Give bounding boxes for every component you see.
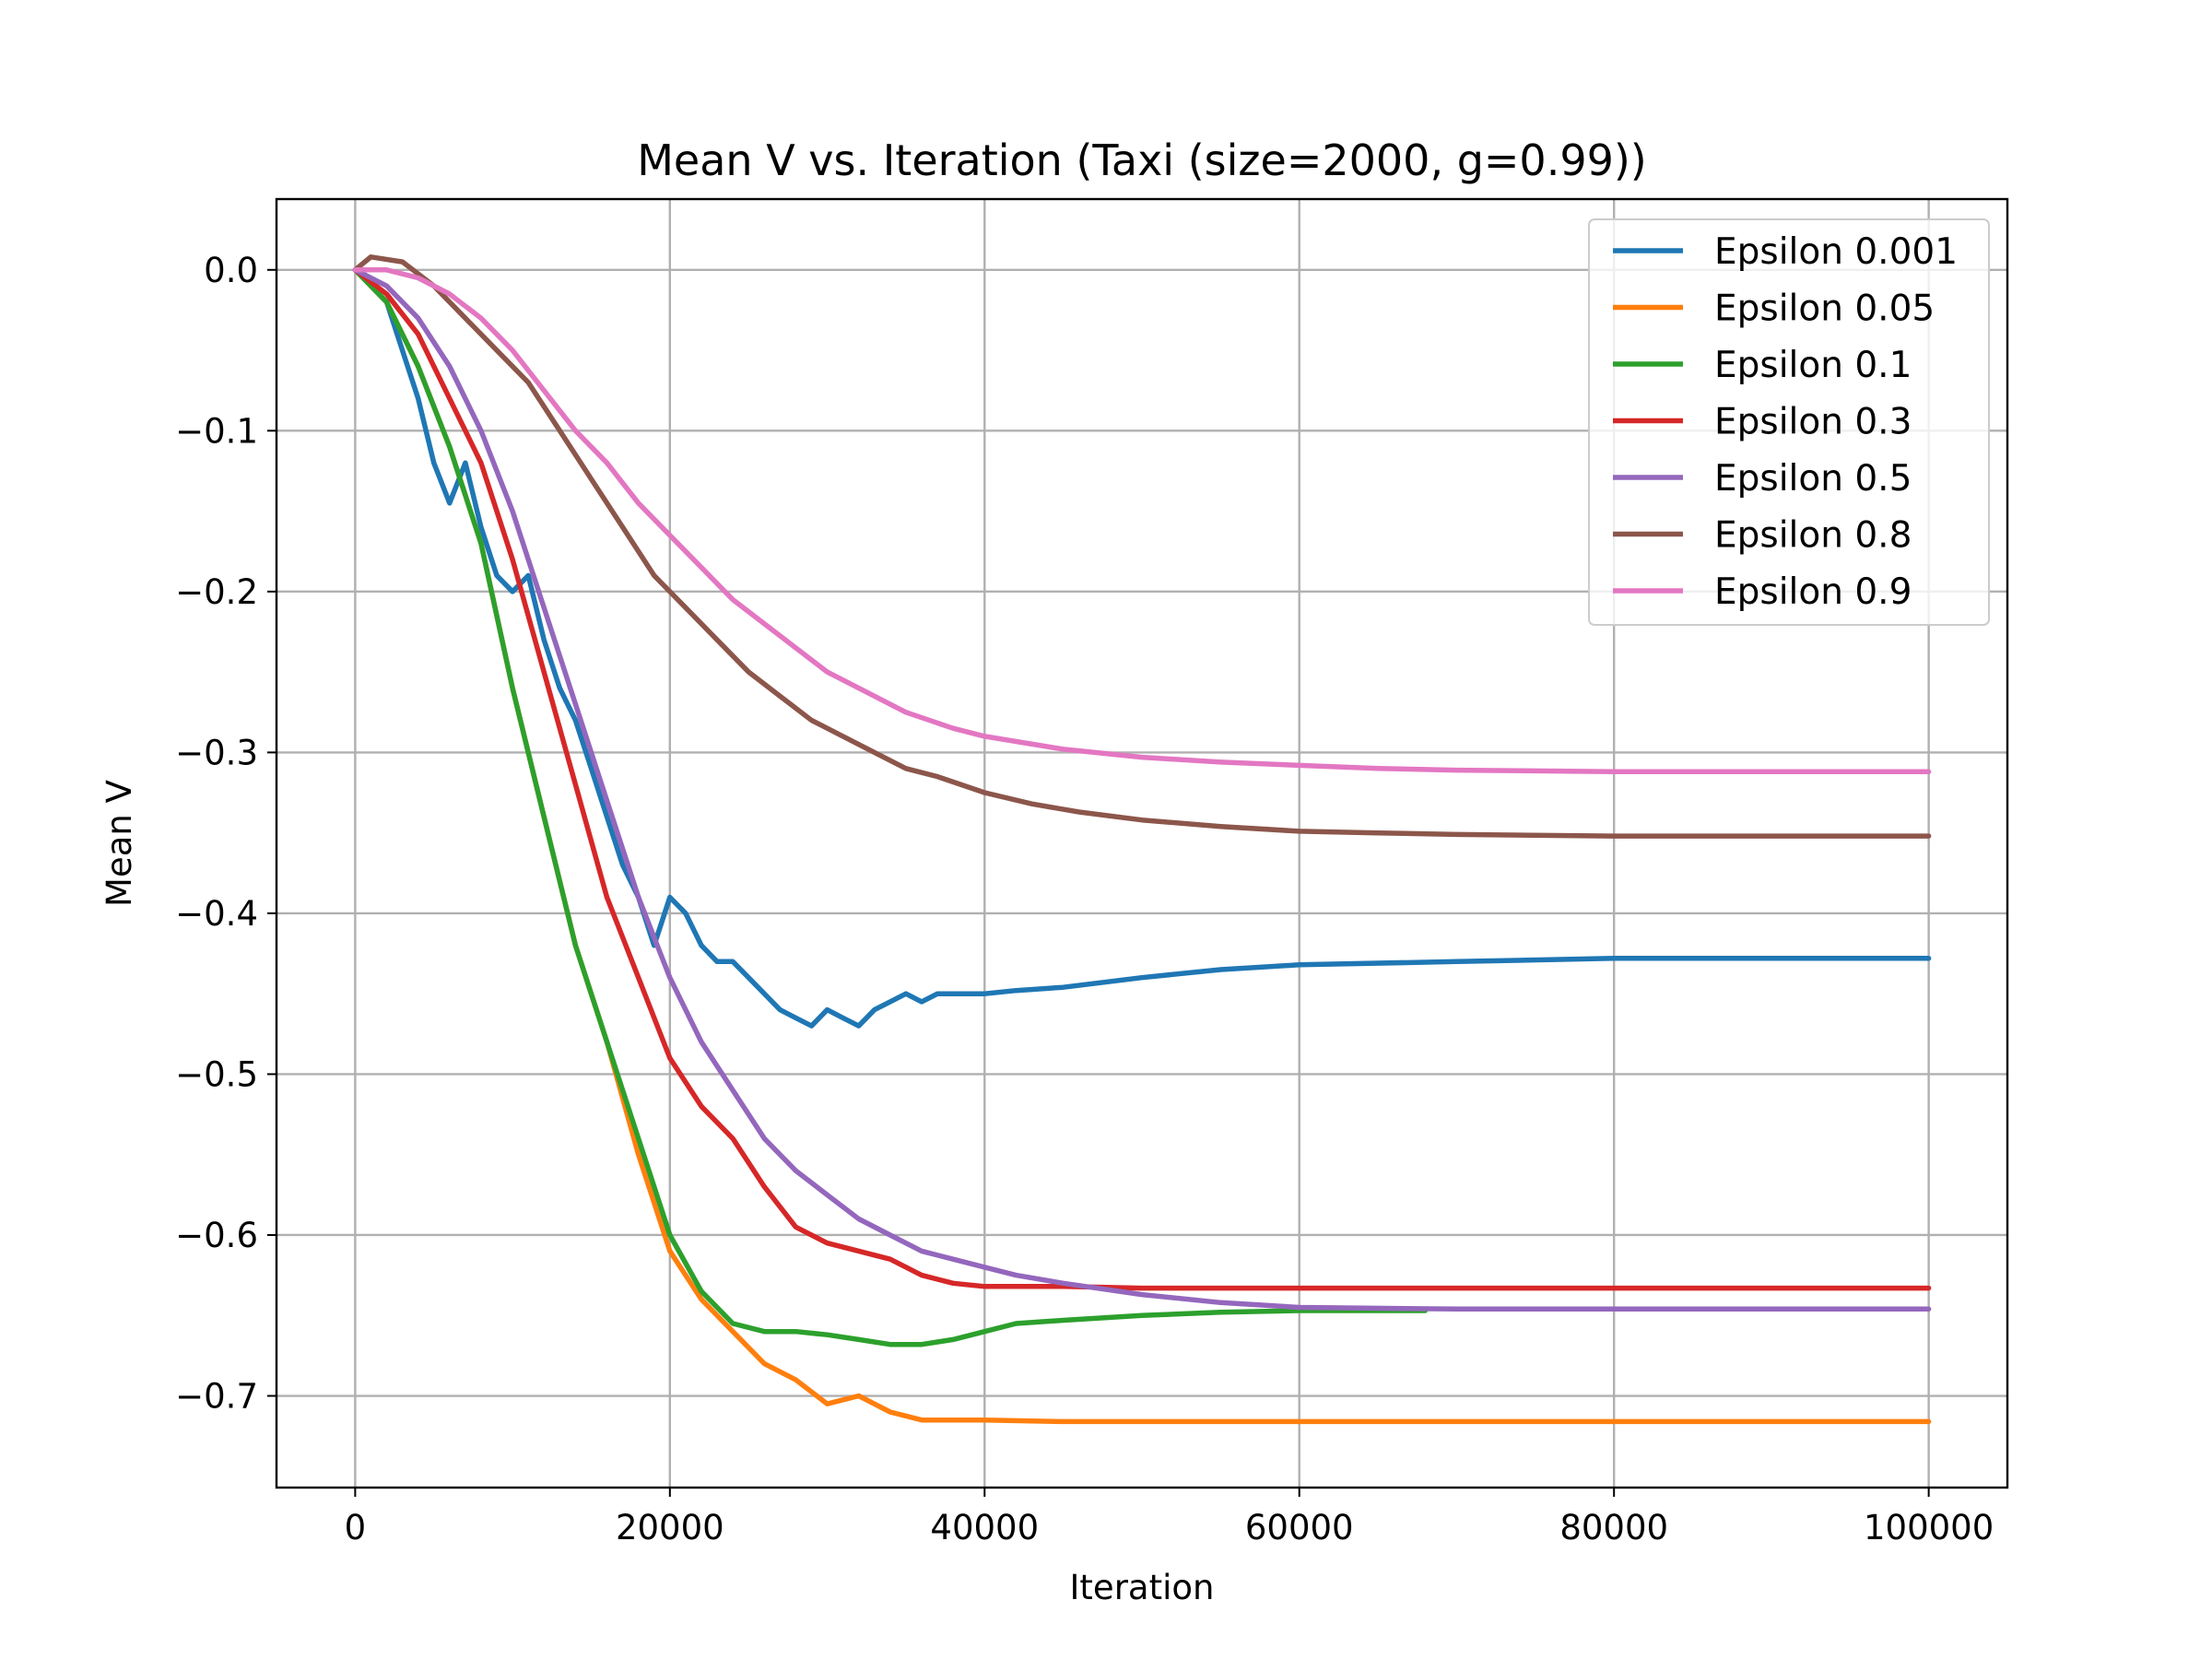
ticks: 0 20000 40000 60000 80000 100000 0.0 −0.1 −0.2 −0… bbox=[175, 251, 1994, 1547]
y-tick-label: −0.5 bbox=[175, 1054, 258, 1094]
series-layer bbox=[352, 254, 1932, 1425]
legend-label: Epsilon 0.05 bbox=[1714, 288, 1935, 330]
grid bbox=[276, 199, 2007, 1488]
series-line-epsilon-0-001 bbox=[352, 267, 1932, 1029]
legend-label: Epsilon 0.3 bbox=[1714, 402, 1912, 443]
series-line-epsilon-0-5 bbox=[352, 267, 1932, 1312]
x-tick-label: 20000 bbox=[616, 1508, 724, 1547]
y-tick-label: 0.0 bbox=[204, 251, 258, 290]
plot-frame bbox=[275, 197, 2009, 1489]
x-tick-label: 0 bbox=[345, 1508, 367, 1547]
legend-label: Epsilon 0.001 bbox=[1714, 231, 1958, 273]
legend-label: Epsilon 0.1 bbox=[1714, 345, 1912, 386]
legend: Epsilon 0.001 Epsilon 0.05 Epsilon 0.1 Epsi… bbox=[1588, 218, 1990, 626]
legend-label: Epsilon 0.8 bbox=[1714, 515, 1912, 557]
x-tick-label: 60000 bbox=[1245, 1508, 1354, 1547]
series-line-epsilon-0-8 bbox=[352, 254, 1932, 839]
y-tick-label: −0.7 bbox=[175, 1377, 258, 1417]
y-tick-label: −0.1 bbox=[175, 411, 258, 451]
chart-title: Mean V vs. Iteration (Taxi (size=2000, g… bbox=[637, 135, 1647, 185]
y-axis-label: Mean V bbox=[100, 780, 139, 907]
series-line-epsilon-0-3 bbox=[352, 267, 1932, 1291]
y-tick-label: −0.2 bbox=[175, 572, 258, 612]
y-tick-label: −0.4 bbox=[175, 894, 258, 934]
x-axis-label: Iteration bbox=[1070, 1568, 1215, 1607]
y-tick-label: −0.3 bbox=[175, 733, 258, 772]
x-tick-label: 100000 bbox=[1864, 1508, 1994, 1547]
series-line-epsilon-0-1 bbox=[352, 267, 1429, 1347]
x-tick-label: 80000 bbox=[1559, 1508, 1668, 1547]
x-tick-label: 40000 bbox=[930, 1508, 1039, 1547]
legend-label: Epsilon 0.5 bbox=[1714, 458, 1912, 500]
y-tick-label: −0.6 bbox=[175, 1216, 258, 1255]
legend-label: Epsilon 0.9 bbox=[1714, 571, 1912, 613]
legend-box bbox=[1588, 218, 1990, 626]
series-line-epsilon-0-9 bbox=[352, 267, 1932, 775]
